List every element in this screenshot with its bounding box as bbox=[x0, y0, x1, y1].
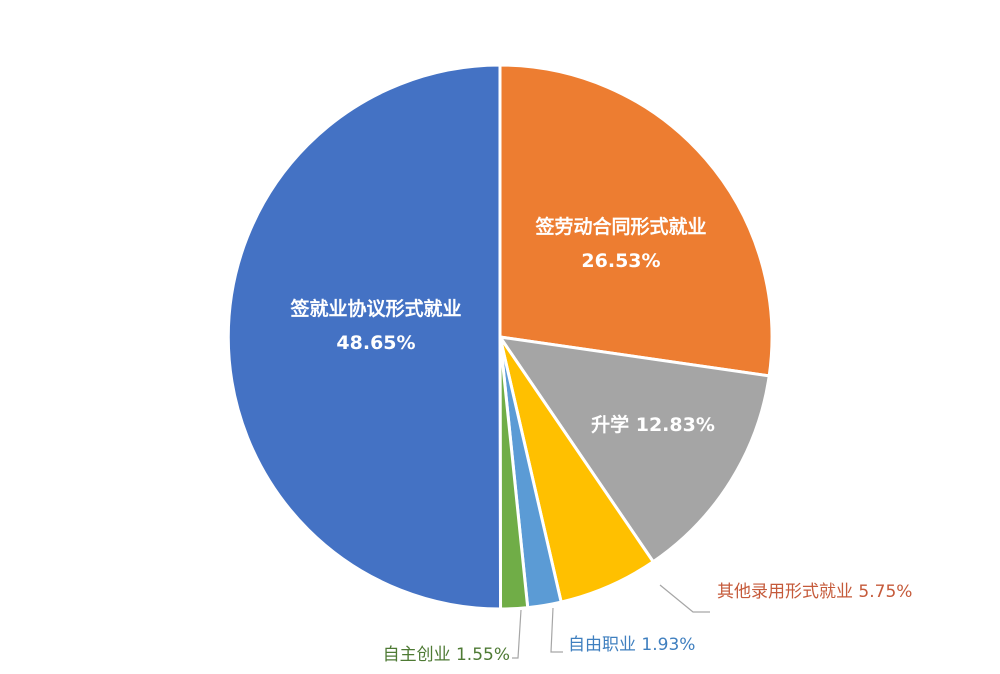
pie-slice bbox=[496, 335, 771, 564]
pie-slice bbox=[498, 63, 774, 378]
leader-line bbox=[550, 607, 563, 653]
slice-label: 自主创业 1.55% bbox=[383, 645, 510, 665]
slice-label: 升学 12.83% bbox=[591, 413, 715, 436]
slice-label: 签劳动合同形式就业 bbox=[534, 215, 706, 238]
slice-label: 其他录用形式就业 5.75% bbox=[717, 582, 912, 602]
slice-label: 自由职业 1.93% bbox=[568, 635, 695, 655]
slice-label: 签就业协议形式就业 bbox=[289, 297, 461, 320]
pie-slice bbox=[226, 63, 503, 611]
leader-line bbox=[512, 609, 522, 659]
leader-line bbox=[659, 584, 710, 613]
slice-value-label: 48.65% bbox=[336, 332, 415, 354]
slice-value-label: 26.53% bbox=[581, 250, 660, 272]
